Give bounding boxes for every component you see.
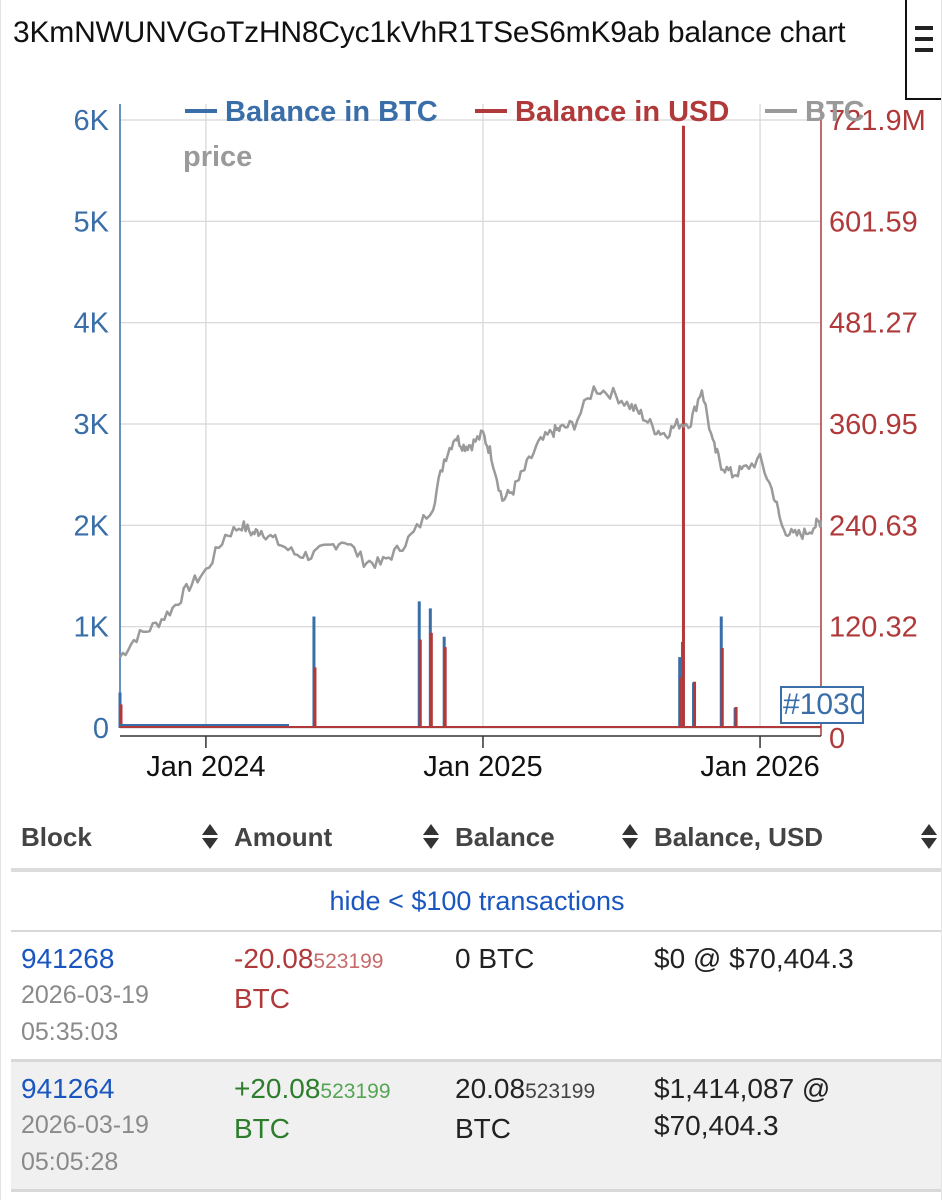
hamburger-icon — [915, 26, 933, 59]
amount-unit: BTC — [234, 1113, 290, 1144]
block-marker-label[interactable]: #1030 — [780, 686, 864, 724]
block-link[interactable]: 941268 — [21, 943, 115, 974]
balance-cell: 0 BTC — [445, 932, 644, 1059]
balance-main: 20.08 — [455, 1073, 526, 1104]
amount-cell: +20.08523199 BTC — [224, 1062, 445, 1189]
balance-chart: 0 1K 2K 3K 4K 5K 6K 0 120.32 240.63 360.95 481.27 60… — [74, 96, 926, 783]
block-link[interactable]: 941264 — [21, 1073, 115, 1104]
sort-icon[interactable] — [921, 822, 937, 854]
y-right-tick-label: 360.95 — [829, 409, 918, 441]
y-left-tick-label: 6K — [74, 105, 110, 137]
y-right-tick-label: 240.63 — [829, 510, 918, 542]
legend-usd-label[interactable]: Balance in USD — [515, 96, 729, 128]
y-right-tick-label: 601.59 — [829, 206, 918, 238]
sort-icon[interactable] — [423, 822, 439, 854]
y-left-tick-label: 2K — [74, 510, 110, 542]
block-cell: 941264 2026-03-19 05:05:28 — [11, 1062, 224, 1189]
balance-usd-value: $1,414,087 @ — [654, 1073, 831, 1104]
y-left-tick-label: 1K — [74, 612, 110, 644]
legend-price-label-1[interactable]: BTC — [805, 96, 865, 128]
amount-main: -20.08 — [234, 943, 314, 974]
block-cell: 941268 2026-03-19 05:35:03 — [11, 932, 224, 1059]
x-tick-label: Jan 2024 — [146, 751, 265, 783]
header-balance[interactable]: Balance — [445, 822, 644, 853]
price-series-line — [118, 385, 823, 658]
legend-price-label-2[interactable]: price — [183, 141, 252, 173]
y-left-tick-label: 4K — [74, 308, 110, 340]
header-block[interactable]: Block — [11, 822, 224, 853]
chart-legend[interactable]: Balance in BTC Balance in USD BTC price — [183, 96, 865, 173]
table-row: 941264 2026-03-19 05:05:28 +20.08523199 … — [11, 1062, 941, 1192]
x-axis-labels: Jan 2024 Jan 2025 Jan 2026 — [146, 751, 819, 783]
y-right-tick-label: 120.32 — [829, 612, 918, 644]
balance-cell: 20.08523199 BTC — [445, 1062, 644, 1189]
balance-small: 523199 — [525, 1080, 596, 1103]
header-amount[interactable]: Amount — [224, 822, 445, 853]
balance-unit: BTC — [455, 1113, 511, 1144]
balance-usd-value: $0 @ $70,404.3 — [654, 943, 854, 974]
y-right-tick-label: 481.27 — [829, 308, 918, 340]
y-left-tick-label: 3K — [74, 409, 110, 441]
sort-icon[interactable] — [622, 822, 638, 854]
amount-cell: -20.08523199 BTC — [224, 932, 445, 1059]
x-tick-label: Jan 2025 — [423, 751, 542, 783]
balance-usd-cell: $1,414,087 @ $70,404.3 — [644, 1062, 941, 1189]
y-right-tick-label: 0 — [829, 723, 845, 755]
y-right-tick-label: 721.9M — [829, 105, 926, 137]
block-time: 05:35:03 — [21, 1018, 119, 1046]
amount-main: +20.08 — [234, 1073, 321, 1104]
y-axis-labels: 0 1K 2K 3K 4K 5K 6K 0 120.32 240.63 360.95 481.27 60… — [74, 105, 926, 755]
page-title: 3KmNWUNVGoTzHN8Cyc1kVhR1TSeS6mK9ab balan… — [13, 16, 846, 49]
amount-small: 523199 — [313, 950, 384, 973]
sort-icon[interactable] — [202, 822, 218, 854]
balance-spikes — [118, 125, 821, 728]
y-left-tick-label: 5K — [74, 206, 110, 238]
amount-small: 523199 — [320, 1080, 391, 1103]
balance-usd-cell: $0 @ $70,404.3 — [644, 932, 941, 1059]
chart-menu-button[interactable] — [905, 0, 941, 100]
block-time: 05:05:28 — [21, 1148, 119, 1176]
chart-grid — [119, 104, 822, 748]
balance-usd-price: $70,404.3 — [654, 1110, 779, 1141]
table-row: 941268 2026-03-19 05:35:03 -20.08523199 … — [11, 932, 941, 1062]
transactions-table: Block Amount Balance Balance, USD hide <… — [11, 806, 941, 1192]
amount-unit: BTC — [234, 983, 290, 1014]
header-balance-usd[interactable]: Balance, USD — [644, 822, 941, 854]
y-left-tick-label: 0 — [93, 713, 109, 745]
table-header: Block Amount Balance Balance, USD — [11, 806, 941, 872]
block-date: 2026-03-19 — [21, 981, 149, 1009]
balance-main: 0 BTC — [455, 943, 535, 974]
x-tick-label: Jan 2026 — [700, 751, 819, 783]
block-date: 2026-03-19 — [21, 1111, 149, 1139]
legend-btc-label[interactable]: Balance in BTC — [225, 96, 438, 128]
hide-small-transactions-link[interactable]: hide < $100 transactions — [11, 872, 941, 932]
